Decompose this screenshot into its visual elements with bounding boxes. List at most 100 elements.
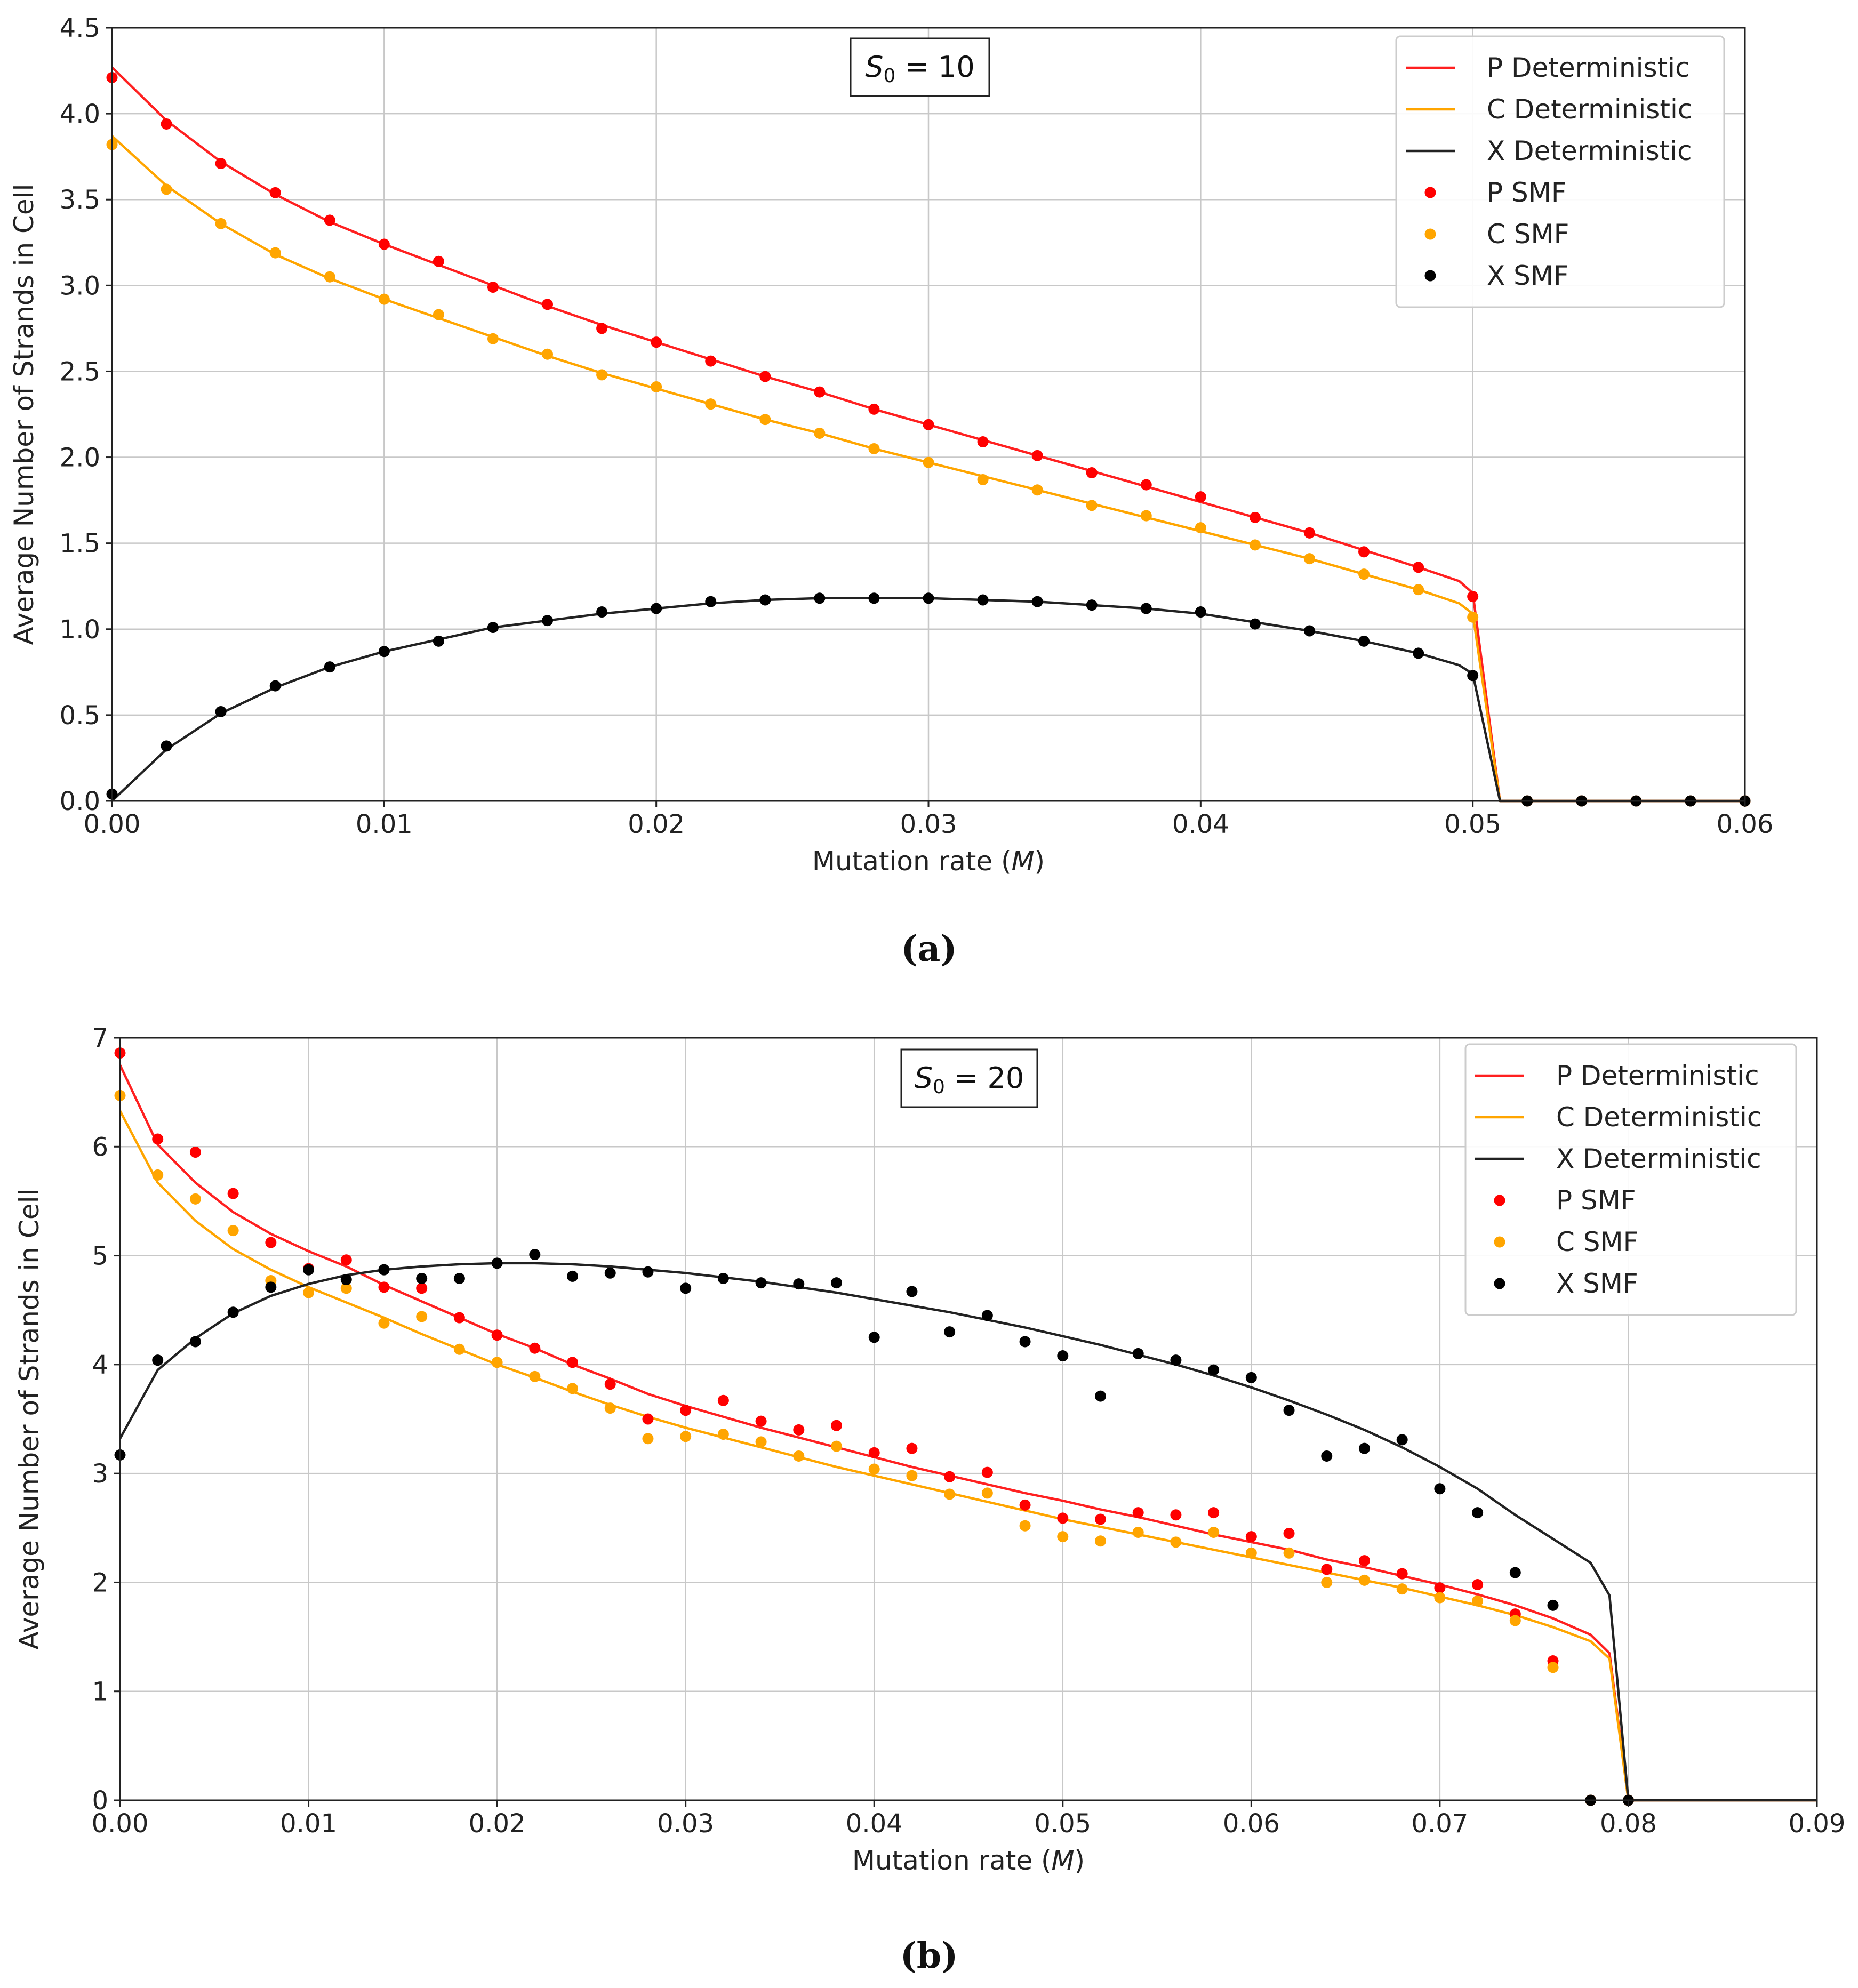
panel-b-annotation-subscript: 0 — [933, 1076, 945, 1098]
panel-b-c-smf-point-6 — [340, 1282, 352, 1294]
panel-a-legend-c-deterministic-label: C Deterministic — [1487, 94, 1692, 125]
panel-a-p-smf-point-3 — [269, 187, 281, 198]
panel-a-xtick-label-5: 0.05 — [1444, 809, 1501, 839]
panel-a-x-smf-point-7 — [487, 622, 499, 634]
panel-b-x-smf-point-30 — [1245, 1372, 1257, 1383]
panel-b-x-smf-point-22 — [944, 1326, 956, 1338]
panel-b-axes-frame — [119, 1037, 1818, 1801]
panel-b-legend: P Deterministic C Deterministic X Determin… — [1464, 1043, 1797, 1316]
panel-a-legend-c-smf-swatch — [1424, 228, 1436, 240]
panel-b-x-smf-point-20 — [868, 1332, 880, 1343]
panel-b-p-deterministic-line — [118, 1064, 1817, 1802]
panel-a-caption-close: ) — [940, 928, 957, 969]
panel-b-x-smf-point-11 — [529, 1249, 541, 1261]
panel-b-p-smf-point-36 — [1472, 1579, 1484, 1591]
panel-b-c-smf-point-13 — [604, 1402, 616, 1414]
panel-a-c-smf-point-7 — [487, 333, 499, 344]
panel-b-x-smf-point-31 — [1283, 1405, 1295, 1416]
panel-a-c-smf-point-6 — [433, 309, 444, 320]
panel-b-c-smf-point-9 — [453, 1343, 465, 1355]
panel-b-x-smf-point-4 — [265, 1281, 277, 1293]
panel-a-ytick-label-8: 4.0 — [60, 99, 100, 129]
panel-a-legend-p-deterministic-label: P Deterministic — [1487, 52, 1690, 83]
panel-b-y-axis-label: Average Number of Strands in Cell — [14, 1189, 45, 1650]
panel-a-p-smf-point-20 — [1195, 491, 1206, 503]
panel-b-x-smf-point-28 — [1170, 1354, 1182, 1366]
panel-b-p-smf-point-18 — [793, 1424, 805, 1436]
panel-a-ytick-label-9: 4.5 — [60, 13, 100, 43]
panel-b-xtick-label-8: 0.08 — [1600, 1809, 1657, 1839]
panel-b-x-smf-point-37 — [1509, 1567, 1521, 1578]
panel-b-c-smf-point-2 — [189, 1193, 201, 1205]
panel-a-x-smf-point-11 — [705, 596, 717, 607]
panel-a-legend-box — [1395, 35, 1725, 308]
panel-b-p-smf-point-8 — [416, 1282, 428, 1294]
panel-b-c-smf-point-35 — [1434, 1592, 1446, 1604]
panel-b-ytick-label-1: 1 — [92, 1677, 108, 1707]
panel-a-x-smf-point-25 — [1467, 670, 1479, 682]
panel-b-p-smf-point-16 — [717, 1394, 729, 1406]
panel-a-x-smf-point-19 — [1140, 603, 1152, 614]
panel-a-x-smf-point-23 — [1358, 635, 1370, 647]
panel-b-x-smf-point-27 — [1132, 1348, 1144, 1359]
panel-a-annotation-value: = 10 — [895, 50, 974, 84]
panel-b-c-smf-point-32 — [1321, 1576, 1333, 1588]
panel-b-x-smf-point-18 — [793, 1278, 805, 1290]
panel-a-p-smf-point-15 — [923, 419, 934, 430]
panel-b-p-smf-point-22 — [944, 1471, 956, 1482]
panel-a-x-smf-point-18 — [1086, 599, 1098, 611]
panel-b-x-smf-point-23 — [981, 1310, 993, 1321]
panel-a-p-smf-point-2 — [215, 158, 227, 170]
panel-a-x-smf-point-14 — [868, 592, 880, 604]
panel-a-c-smf-point-18 — [1086, 500, 1098, 511]
panel-a-ytick-label-6: 3.0 — [60, 271, 100, 301]
panel-b-p-smf-point-25 — [1057, 1512, 1069, 1524]
panel-b: 0.00 0.01 0.02 0.03 0.04 0.05 0.06 0.07 0.08 0.09… — [14, 1023, 1845, 1976]
panel-a-c-smf-point-15 — [923, 456, 934, 468]
panel-a-x-smf-point-15 — [923, 592, 934, 604]
panel-b-annotation-text: S0 = 20 — [915, 1061, 1024, 1098]
panel-b-xtick-label-0: 0.00 — [92, 1809, 149, 1839]
panel-a-x-smf-point-4 — [324, 661, 335, 673]
panel-b-c-smf-point-16 — [717, 1429, 729, 1440]
panel-a-annotation: S0 = 10 — [850, 37, 990, 97]
panel-b-xtick-label-2: 0.02 — [469, 1809, 526, 1839]
panel-b-c-smf-point-7 — [378, 1317, 390, 1329]
panel-a: 0.00 0.01 0.02 0.03 0.04 0.05 0.06 0.0 0.5 1.0 1.5… — [9, 13, 1773, 969]
panel-b-c-smf-point-14 — [642, 1433, 654, 1445]
panel-a-c-smf-point-8 — [542, 348, 554, 360]
panel-b-xtick-label-3: 0.03 — [657, 1809, 714, 1839]
panel-a-c-smf-point-19 — [1140, 510, 1152, 522]
panel-b-p-smf-point-28 — [1170, 1509, 1182, 1521]
panel-a-legend-c-smf-label: C SMF — [1487, 219, 1569, 250]
panel-a-c-smf-point-22 — [1303, 553, 1315, 565]
panel-b-x-axis-label-close: ) — [1075, 1845, 1085, 1876]
panel-a-x-smf-point-13 — [814, 592, 826, 604]
panel-a-x-axis-label: Mutation rate (M) — [812, 846, 1045, 877]
panel-b-c-smf-point-15 — [680, 1431, 692, 1442]
panel-a-x-smf-point-9 — [596, 606, 608, 618]
panel-a-c-smf-point-20 — [1195, 522, 1206, 534]
panel-a-p-smf-point-24 — [1413, 562, 1424, 573]
panel-b-p-smf-point-29 — [1208, 1507, 1220, 1519]
panel-b-c-smf-point-34 — [1396, 1583, 1408, 1595]
panel-a-ytick-label-0: 0.0 — [60, 787, 100, 816]
panel-b-annotation-value: = 20 — [945, 1061, 1024, 1095]
panel-b-x-smf-point-26 — [1094, 1390, 1106, 1402]
panel-b-p-smf-point-17 — [755, 1415, 767, 1427]
panel-b-xtick-label-9: 0.09 — [1789, 1809, 1846, 1839]
panel-b-p-smf-point-13 — [604, 1378, 616, 1390]
panel-a-caption-letter: a — [918, 928, 941, 969]
panel-a-c-smf-point-16 — [977, 474, 989, 485]
panel-b-p-smf-point-4 — [265, 1237, 277, 1248]
panel-a-legend-x-smf-swatch — [1424, 270, 1436, 282]
panel-b-x-smf-point-6 — [340, 1274, 352, 1286]
panel-a-c-smf-point-24 — [1413, 584, 1424, 596]
panel-b-caption-open: ( — [900, 1935, 917, 1976]
panel-a-annotation-subscript: 0 — [884, 65, 896, 87]
panel-a-x-smf-point-12 — [759, 594, 771, 606]
panel-a-legend-p-smf-swatch — [1424, 187, 1436, 198]
panel-a-p-smf-point-1 — [161, 118, 172, 130]
panel-b-p-smf-point-12 — [567, 1357, 579, 1368]
